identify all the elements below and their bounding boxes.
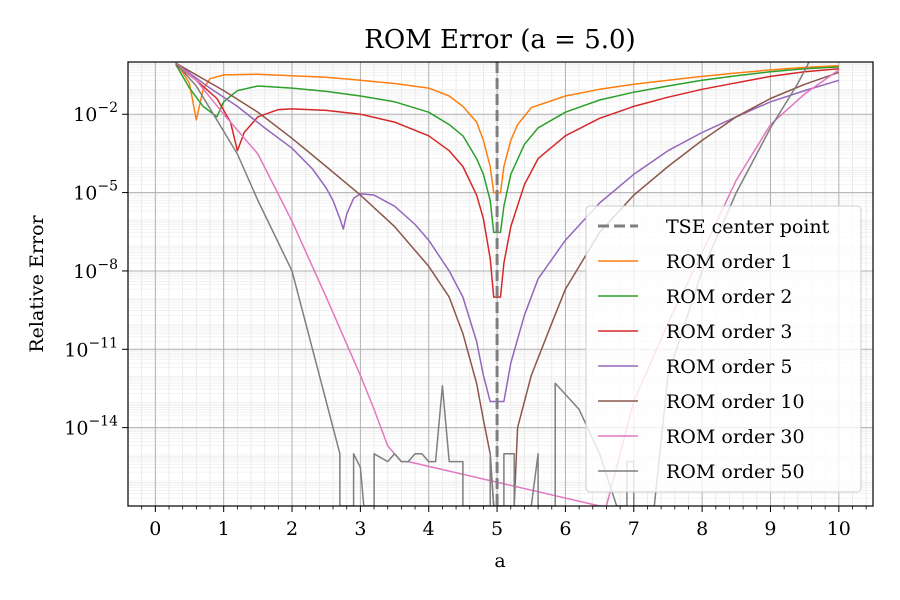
tick-layer: 0 1 2 3 4 5 6 7 8 9 10 10−14 10−11 10−8 10−5 10−2 xyxy=(64,100,867,540)
legend-label: ROM order 30 xyxy=(666,426,805,448)
legend-box xyxy=(585,205,862,493)
x-tick-label: 3 xyxy=(354,518,366,540)
series-line-5 xyxy=(175,62,840,506)
legend-label: ROM order 10 xyxy=(666,391,805,413)
x-tick-label: 6 xyxy=(559,518,571,540)
legend-label: ROM order 50 xyxy=(666,461,805,483)
y-tick-label: 10−8 xyxy=(73,257,118,283)
legend-label: ROM order 1 xyxy=(666,251,793,273)
y-tick-label: 10−5 xyxy=(73,179,118,205)
x-tick-label: 2 xyxy=(286,518,298,540)
x-tick-label: 4 xyxy=(423,518,435,540)
grid-layer xyxy=(128,62,873,506)
series-line-1 xyxy=(175,62,839,194)
legend-label: ROM order 2 xyxy=(666,286,793,308)
series-line-2 xyxy=(175,64,839,234)
legend-label: ROM order 3 xyxy=(666,321,793,343)
x-tick-label: 7 xyxy=(628,518,640,540)
x-tick-label: 8 xyxy=(696,518,708,540)
series-line-4 xyxy=(175,62,840,403)
chart-title: ROM Error (a = 5.0) xyxy=(364,25,635,55)
legend: TSE center point ROM order 1 ROM order 2 RO… xyxy=(585,205,862,493)
series-line-3 xyxy=(175,63,839,298)
x-tick-label: 5 xyxy=(491,518,503,540)
x-tick-label: 10 xyxy=(827,518,851,540)
x-axis-label: a xyxy=(494,550,505,572)
x-tick-label: 9 xyxy=(764,518,776,540)
legend-label: TSE center point xyxy=(666,216,830,238)
y-tick-label: 10−2 xyxy=(73,100,118,126)
y-axis-label: Relative Error xyxy=(26,214,48,352)
plot-frame xyxy=(127,61,874,507)
legend-label: ROM order 5 xyxy=(666,356,793,378)
x-tick-label: 0 xyxy=(149,518,161,540)
x-tick-label: 1 xyxy=(218,518,230,540)
y-tick-label: 10−14 xyxy=(64,414,118,440)
y-tick-label: 10−11 xyxy=(64,335,118,361)
